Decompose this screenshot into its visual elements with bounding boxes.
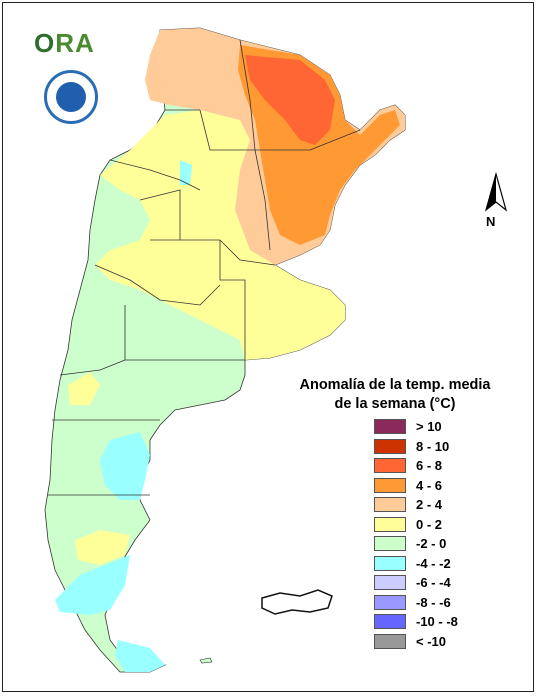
anomaly-zone-0-2-s <box>75 530 130 565</box>
legend-label: -2 - 0 <box>416 536 447 551</box>
legend-label: 6 - 8 <box>416 458 443 473</box>
anomaly-zone-0-2-sw <box>68 372 100 405</box>
legend-swatch <box>374 438 406 454</box>
legend-swatch <box>374 594 406 610</box>
legend-swatch <box>374 614 406 629</box>
malvinas-islands <box>261 589 333 615</box>
legend-label: 0 - 2 <box>416 516 443 532</box>
anomaly-zone-minus4-minus2-a <box>100 432 150 500</box>
province-borders <box>48 39 361 496</box>
legend-label: -6 - -4 <box>416 575 451 590</box>
legend-label: -4 - -2 <box>416 555 451 571</box>
legend-label: -10 - -8 <box>416 614 458 629</box>
legend-label: 2 - 4 <box>416 497 443 512</box>
legend-label: > 10 <box>416 419 442 434</box>
legend-title: Anomalía de la temp. media de la semana … <box>299 377 491 412</box>
north-label: N <box>486 214 496 229</box>
legend-swatch <box>374 516 406 532</box>
legend-label: -8 - -6 <box>416 594 451 610</box>
legend-swatch <box>374 575 406 590</box>
ora-logo: ORA <box>34 28 95 58</box>
legend-swatch <box>374 633 406 649</box>
legend-swatch <box>374 555 406 571</box>
smn-seal-logo <box>44 70 98 124</box>
anomaly-zone-minus4-minus2-d <box>180 160 192 185</box>
small-island <box>199 657 213 664</box>
seal-center-icon <box>56 82 86 112</box>
anomaly-zone-minus4-minus2-b <box>55 555 130 615</box>
legend-swatch <box>374 419 406 434</box>
legend-label: 4 - 6 <box>416 477 443 493</box>
anomaly-zone-minus4-minus2-c <box>115 640 165 672</box>
anomaly-zone-6-8 <box>245 55 335 145</box>
legend-label: < -10 <box>416 633 446 649</box>
legend-label: 8 - 10 <box>416 438 450 454</box>
legend-swatch <box>374 497 406 512</box>
legend-swatch <box>374 477 406 493</box>
north-arrow-icon <box>484 171 508 212</box>
legend-swatch <box>374 458 406 473</box>
legend-swatch <box>374 536 406 551</box>
